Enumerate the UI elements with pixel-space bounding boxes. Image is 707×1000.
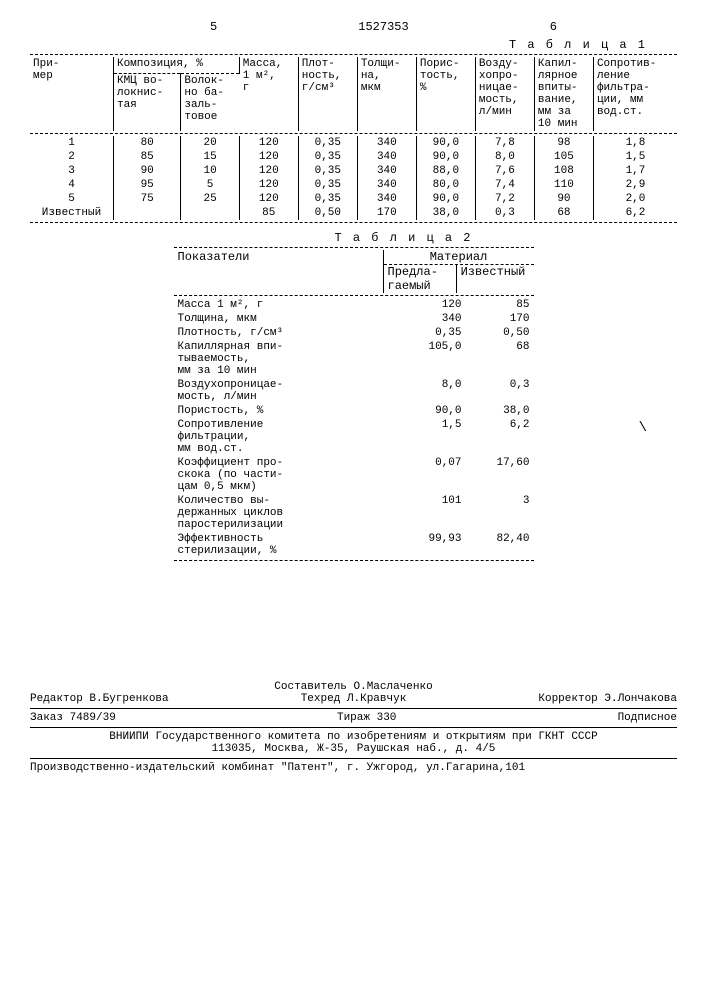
col-density: Плот- ность, г/см³ (298, 57, 357, 131)
table-row: Толщина, мкм340170 (174, 312, 534, 326)
page-left: 5 (210, 20, 217, 34)
t2-known: Известный (457, 265, 534, 293)
editor: Редактор В.Бугренкова (30, 693, 169, 705)
divider (30, 54, 677, 55)
order: Заказ 7489/39 (30, 712, 116, 724)
table-row: 390101200,3534088,07,61081,7 (30, 164, 677, 178)
table-row: Масса 1 м², г12085 (174, 298, 534, 312)
col-basalt: Волок- но ба- заль- товое (181, 74, 239, 132)
col-kmc: КМЦ во- локнис- тая (113, 74, 180, 132)
tirage: Тираж 330 (337, 712, 396, 724)
table-row: Пористость, %90,038,0 (174, 404, 534, 418)
col-thickness: Толщи- на, мкм (357, 57, 416, 131)
t2-material: Материал (384, 250, 534, 264)
t2-proposed: Предла- гаемый (384, 265, 457, 293)
sub: Подписное (618, 712, 677, 724)
doc-header: 5 1527353 6 (30, 20, 677, 34)
doc-number: 1527353 (358, 20, 408, 34)
prod: Производственно-издательский комбинат "П… (30, 762, 677, 774)
col-mass: Масса, 1 м², г (239, 57, 298, 131)
stray-mark: \ (639, 420, 647, 436)
addr: 113035, Москва, Ж-35, Раушская наб., д. … (30, 743, 677, 755)
table-row: 49551200,3534080,07,41102,9 (30, 178, 677, 192)
col-composition: Композиция, % (113, 57, 239, 74)
table-row: 575251200,3534090,07,2902,0 (30, 192, 677, 206)
table1: При- мер Композиция, % Масса, 1 м², г Пл… (30, 57, 677, 220)
table-row: 180201200,3534090,07,8981,8 (30, 136, 677, 150)
t2-indicators: Показатели (174, 250, 384, 264)
org: ВНИИПИ Государственного комитета по изоб… (30, 731, 677, 743)
table-row: Эффективность стерилизации, %99,9382,40 (174, 532, 534, 558)
table-row: 285151200,3534090,08,01051,5 (30, 150, 677, 164)
divider (30, 222, 677, 223)
table-row: Сопротивление фильтрации, мм вод.ст.1,56… (174, 418, 534, 456)
table-row: Плотность, г/см³0,350,50 (174, 326, 534, 340)
table2: Показатели Материал Предла- гаемый Извес… (174, 247, 534, 561)
table-row: Известный850,5017038,00,3686,2 (30, 206, 677, 220)
col-resist: Сопротив- ление фильтра- ции, мм вод.ст. (593, 57, 677, 131)
corrector: Корректор Э.Лончакова (538, 693, 677, 705)
col-airperm: Возду- хопро- ницае- мость, л/мин (475, 57, 534, 131)
compiler: Составитель О.Маслаченко (30, 681, 677, 693)
table-row: Коэффициент про- скока (по части- цам 0,… (174, 456, 534, 494)
table-row: Капиллярная впи- тываемость, мм за 10 ми… (174, 340, 534, 378)
col-primer: При- мер (30, 57, 113, 131)
page-right: 6 (550, 20, 557, 34)
tech: Техред Л.Кравчук (301, 693, 407, 705)
footer: Составитель О.Маслаченко Редактор В.Бугр… (30, 681, 677, 774)
table1-caption: Т а б л и ц а 1 (30, 38, 647, 52)
col-porosity: Порис- тость, % (416, 57, 475, 131)
table-row: Количество вы- держанных циклов паростер… (174, 494, 534, 532)
col-capillary: Капил- лярное впиты- вание, мм за 10 мин (534, 57, 593, 131)
table2-caption: Т а б л и ц а 2 (130, 231, 677, 245)
table-row: Воздухопроницае- мость, л/мин8,00,3 (174, 378, 534, 404)
